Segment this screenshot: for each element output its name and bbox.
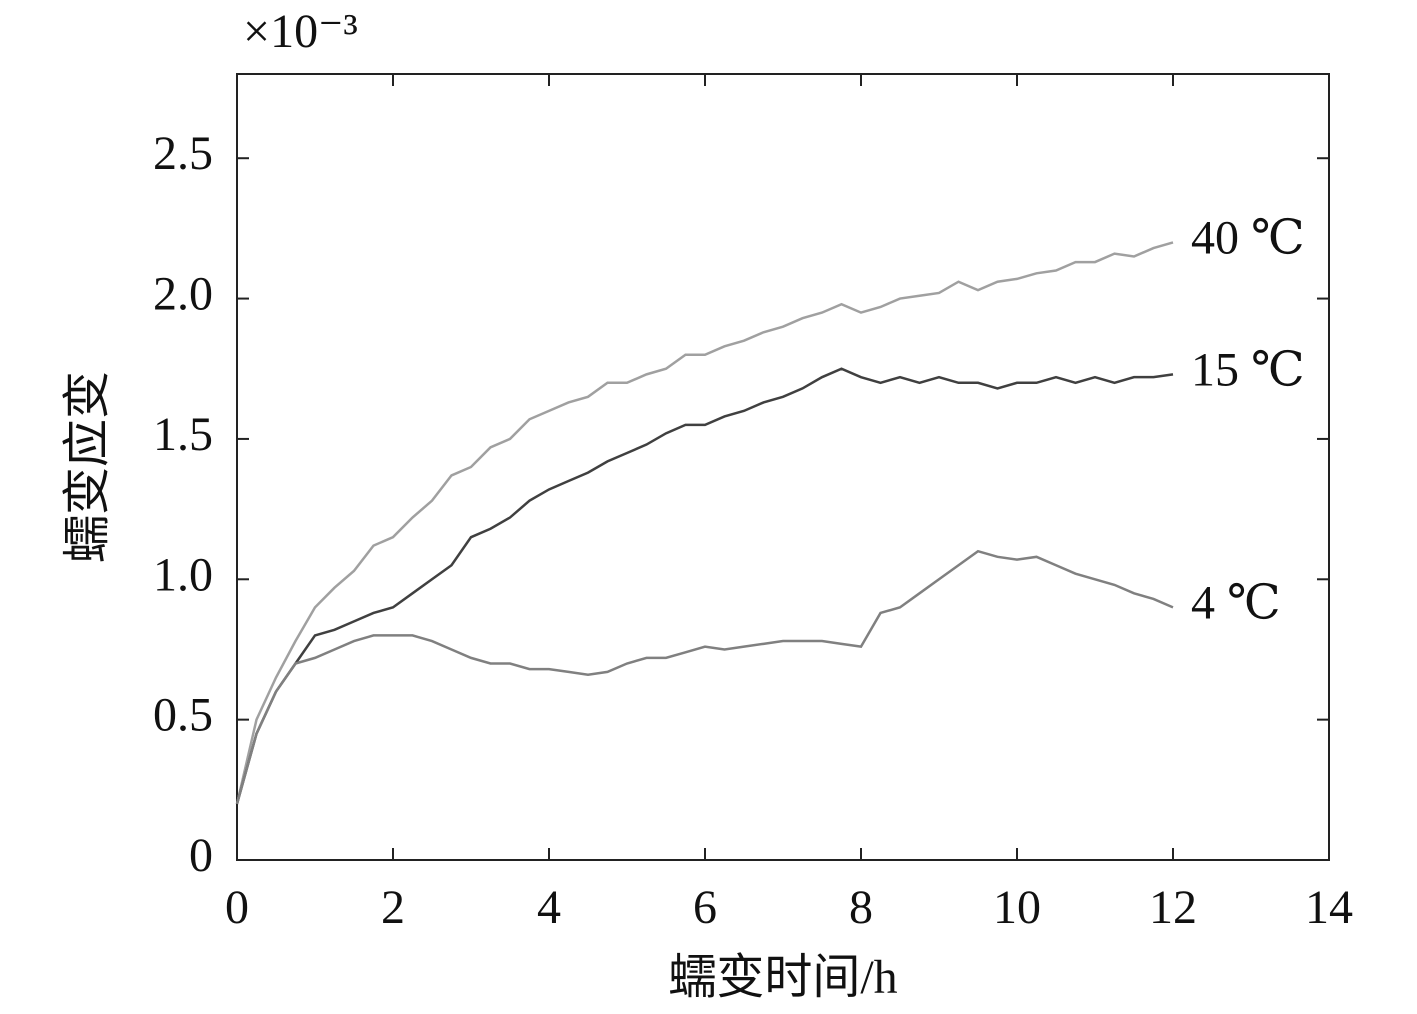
y-axis-label: 蠕变应变 (61, 371, 114, 563)
x-tick-label: 4 (537, 881, 561, 934)
x-tick-label: 0 (225, 881, 249, 934)
y-tick-label: 1.5 (153, 408, 213, 461)
plot-frame (236, 73, 1330, 861)
x-tick-label: 10 (993, 881, 1041, 934)
series-label: 40 ℃ (1191, 211, 1305, 264)
x-tick-label: 8 (849, 881, 873, 934)
y-scale-label: ×10⁻³ (243, 5, 358, 58)
series-label: 4 ℃ (1191, 576, 1281, 629)
x-tick-label: 2 (381, 881, 405, 934)
x-tick-label: 12 (1149, 881, 1197, 934)
x-axis-label: 蠕变时间/h (668, 951, 897, 1004)
x-tick-label: 14 (1305, 881, 1353, 934)
series-line (235, 241, 1174, 805)
series-line (235, 367, 1174, 805)
series-label: 15 ℃ (1191, 343, 1305, 396)
y-tick-label: 0.5 (153, 689, 213, 742)
x-tick-label: 6 (693, 881, 717, 934)
y-tick-label: 0 (189, 829, 213, 882)
y-tick-label: 2.0 (153, 268, 213, 321)
series-line (235, 549, 1174, 805)
y-tick-label: 1.0 (153, 548, 213, 601)
y-tick-label: 2.5 (153, 127, 213, 180)
